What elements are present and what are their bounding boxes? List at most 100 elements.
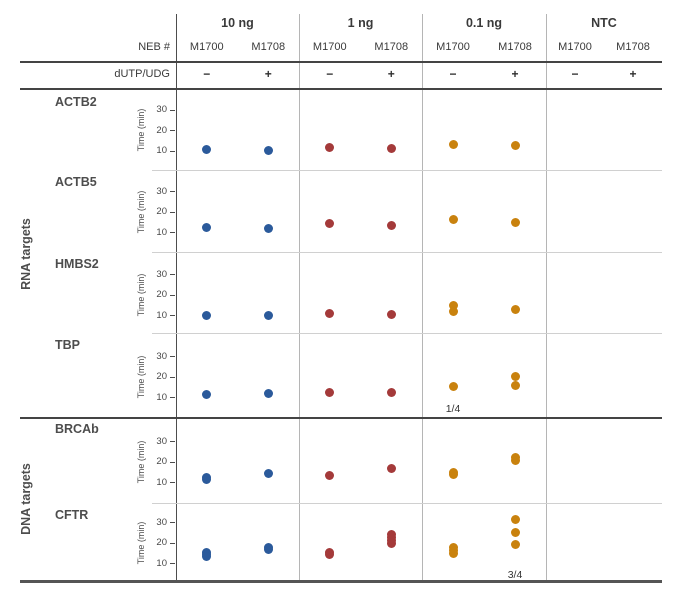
data-dot	[510, 305, 520, 315]
data-dot	[202, 310, 212, 320]
tick-label: 20	[156, 456, 167, 467]
group-separator-line	[299, 14, 300, 580]
data-dot	[448, 306, 458, 316]
enzyme-column-label: M1708	[251, 41, 286, 53]
tick-label: 30	[156, 104, 167, 115]
enzyme-column-label: M1700	[436, 41, 470, 53]
data-dot	[510, 528, 520, 538]
tick-mark	[170, 376, 175, 378]
target-label: BRCAb	[55, 422, 99, 436]
target-label: HMBS2	[55, 257, 99, 271]
data-dot	[325, 388, 335, 398]
data-dot	[325, 218, 335, 228]
enzyme-column-label: M1700	[189, 41, 224, 53]
data-dot	[263, 146, 273, 155]
target-label: CFTR	[55, 508, 89, 522]
fraction-annotation: 3/4	[507, 569, 523, 581]
tick-mark	[170, 191, 175, 192]
data-dot	[325, 308, 335, 318]
data-dot	[263, 389, 273, 399]
dutp-symbol: +	[264, 67, 272, 81]
concentration-group-label: 10 ng	[221, 16, 254, 30]
row-divider-line	[152, 333, 662, 334]
heavy-rule	[20, 61, 662, 63]
enzyme-column-label: M1708	[616, 41, 650, 53]
dutp-symbol: −	[326, 67, 334, 81]
tick-label: 20	[156, 371, 167, 382]
neb-number-label: NEB #	[138, 41, 170, 53]
tick-mark	[170, 397, 175, 398]
data-dot	[202, 551, 212, 561]
data-dot	[448, 548, 458, 558]
data-dot	[386, 310, 396, 320]
data-dot	[202, 144, 212, 154]
data-dot	[510, 141, 520, 151]
tick-label: 20	[156, 124, 167, 136]
data-dot	[510, 514, 520, 524]
enzyme-column-label: M1708	[498, 41, 532, 53]
data-dot	[202, 474, 212, 484]
data-dot	[510, 540, 520, 550]
row-divider-line	[152, 252, 662, 253]
data-dot	[263, 223, 273, 233]
data-dot	[510, 380, 520, 390]
data-dot	[325, 142, 335, 152]
tick-mark	[170, 441, 175, 442]
row-divider-line	[152, 170, 662, 171]
row-divider-line	[152, 503, 662, 504]
tick-mark	[170, 130, 175, 131]
axis-vertical-line	[176, 14, 177, 580]
tick-mark	[170, 461, 175, 463]
dutp-symbol: +	[511, 67, 519, 81]
dutp-symbol: −	[571, 67, 579, 81]
tick-label: 30	[156, 516, 167, 528]
tick-label: 30	[156, 185, 167, 197]
tick-mark	[170, 232, 175, 233]
dutp-udg-label: dUTP/UDG	[114, 68, 170, 80]
tick-mark	[170, 542, 175, 544]
tick-mark	[170, 211, 175, 213]
bottom-rule	[20, 580, 662, 583]
data-dot	[510, 456, 520, 466]
target-label: ACTB2	[55, 95, 97, 109]
tick-label: 10	[156, 145, 167, 156]
data-dot	[386, 143, 396, 153]
data-dot	[263, 311, 273, 321]
enzyme-column-label: M1700	[558, 41, 592, 53]
tick-label: 10	[156, 391, 167, 403]
data-dot	[263, 469, 273, 479]
concentration-group-label: 0.1 ng	[465, 16, 503, 30]
heavy-rule	[20, 88, 662, 90]
data-dot	[386, 387, 396, 397]
data-dot	[448, 381, 458, 391]
data-dot	[448, 469, 458, 479]
fraction-annotation: 1/4	[445, 403, 461, 415]
concentration-group-label: NTC	[591, 16, 617, 30]
tick-label: 20	[156, 289, 167, 300]
tick-label: 20	[156, 537, 167, 548]
tick-mark	[170, 150, 175, 152]
tick-label: 10	[156, 309, 167, 321]
tick-label: 20	[156, 206, 167, 217]
data-dot	[202, 390, 212, 400]
dutp-symbol: +	[629, 67, 637, 81]
tick-mark	[170, 274, 175, 275]
tick-label: 30	[156, 268, 167, 280]
data-dot	[510, 372, 520, 382]
data-dot	[263, 544, 273, 554]
data-dot	[325, 470, 335, 480]
target-label: TBP	[55, 338, 80, 352]
data-dot	[386, 464, 396, 474]
tick-mark	[170, 522, 175, 523]
tick-mark	[170, 315, 175, 316]
dutp-symbol: +	[387, 67, 395, 81]
tick-label: 30	[156, 350, 167, 362]
dutp-symbol: −	[203, 67, 211, 81]
group-separator-line	[546, 14, 547, 580]
data-dot	[325, 550, 335, 560]
data-dot	[448, 139, 458, 149]
tick-mark	[170, 482, 175, 483]
group-separator-line	[422, 14, 423, 580]
tick-mark	[170, 563, 175, 564]
